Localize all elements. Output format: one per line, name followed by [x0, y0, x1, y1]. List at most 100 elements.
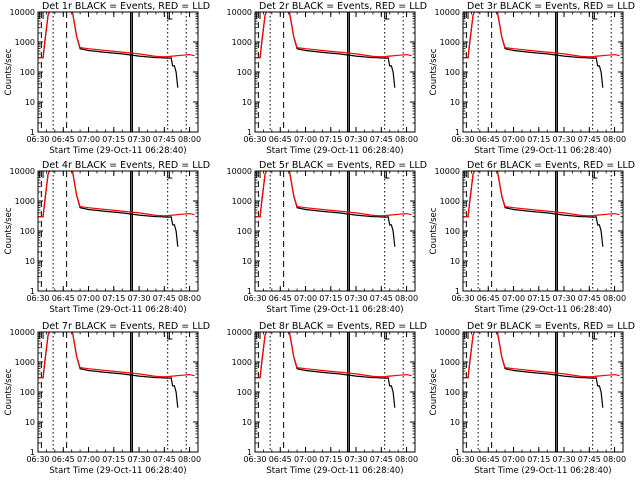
y-tick-label: 1	[455, 128, 460, 137]
x-tick-label: 07:00	[77, 135, 100, 144]
series-line-events	[255, 12, 396, 88]
panel-4: Det 4r BLACK = Events, RED = LLD Start Ti…	[4, 160, 210, 315]
y-tick-label: 1000	[440, 38, 460, 47]
x-tick-label: 07:45	[153, 455, 176, 464]
x-tick-label: 07:30	[553, 455, 576, 464]
plot-area	[255, 171, 412, 247]
y-tick-label: 1000	[232, 358, 252, 367]
x-tick-label: 07:30	[128, 455, 151, 464]
x-tick-label: 07:45	[153, 294, 176, 303]
y-axis-label: Counts/sec	[429, 368, 439, 415]
panel-title: Det 9r BLACK = Events, RED = LLD	[467, 321, 635, 332]
series-line-lld	[255, 12, 412, 59]
x-tick-label: 06:30	[243, 135, 266, 144]
y-tick-label: 1000	[232, 197, 252, 206]
panel-6: Det 6r BLACK = Events, RED = LLD Start Ti…	[429, 160, 635, 315]
y-tick-label: 100	[445, 227, 460, 236]
y-tick-label: 1	[247, 448, 252, 457]
y-tick-label: 10000	[435, 328, 460, 337]
y-tick-label: 1	[247, 128, 252, 137]
x-tick-label: 07:30	[553, 135, 576, 144]
plot-area	[38, 171, 195, 247]
x-tick-label: 07:00	[502, 294, 525, 303]
x-tick-label: 07:15	[319, 455, 342, 464]
panel-5: Det 5r BLACK = Events, RED = LLD Start Ti…	[227, 160, 428, 315]
x-tick-label: 06:45	[269, 135, 292, 144]
y-tick-label: 100	[445, 388, 460, 397]
panel-8: Det 8r BLACK = Events, RED = LLD Start Ti…	[227, 321, 428, 476]
x-tick-label: 06:45	[477, 294, 500, 303]
y-tick-label: 100	[237, 68, 252, 77]
series-line-lld	[38, 332, 195, 379]
plot-area	[255, 12, 412, 88]
x-tick-label: 07:00	[294, 294, 317, 303]
x-tick-label: 08:00	[178, 135, 201, 144]
series-line-events	[38, 171, 179, 247]
series-line-events	[255, 332, 396, 408]
x-axis-label: Start Time (29-Oct-11 06:28:40)	[49, 305, 186, 315]
series-line-events	[38, 332, 179, 408]
x-tick-label: 06:30	[243, 455, 266, 464]
y-axis-label: Counts/sec	[429, 48, 439, 95]
x-tick-label: 07:00	[502, 135, 525, 144]
y-tick-label: 10	[450, 257, 460, 266]
plot-area	[38, 12, 195, 88]
panel-title: Det 5r BLACK = Events, RED = LLD	[259, 160, 427, 171]
x-tick-label: 06:30	[451, 135, 474, 144]
series-line-lld	[255, 171, 412, 218]
x-tick-label: 06:30	[26, 455, 49, 464]
plot-area	[38, 332, 195, 408]
plot-area	[255, 332, 412, 408]
series-line-events	[463, 332, 604, 408]
series-line-lld	[255, 332, 412, 379]
y-tick-label: 10	[25, 98, 35, 107]
x-tick-label: 06:45	[52, 135, 75, 144]
y-tick-label: 10000	[227, 8, 252, 17]
plot-area	[463, 12, 620, 88]
series-line-lld	[463, 171, 620, 218]
y-tick-label: 1	[455, 287, 460, 296]
y-tick-label: 100	[20, 388, 35, 397]
x-axis-label: Start Time (29-Oct-11 06:28:40)	[266, 466, 403, 476]
y-tick-label: 10	[242, 257, 252, 266]
plot-area	[463, 332, 620, 408]
x-axis-label: Start Time (29-Oct-11 06:28:40)	[266, 146, 403, 156]
x-tick-label: 07:45	[578, 294, 601, 303]
y-tick-label: 10	[242, 418, 252, 427]
y-tick-label: 10000	[10, 328, 35, 337]
x-axis-label: Start Time (29-Oct-11 06:28:40)	[474, 305, 611, 315]
plot-frame	[37, 170, 199, 292]
x-tick-label: 07:15	[527, 135, 550, 144]
y-tick-label: 10000	[435, 167, 460, 176]
panel-7: Det 7r BLACK = Events, RED = LLD Start Ti…	[4, 321, 210, 476]
y-axis-label: Counts/sec	[429, 207, 439, 254]
x-tick-label: 07:15	[102, 135, 125, 144]
x-tick-label: 08:00	[395, 135, 418, 144]
x-axis-label: Start Time (29-Oct-11 06:28:40)	[474, 146, 611, 156]
y-tick-label: 1	[247, 287, 252, 296]
y-tick-label: 10	[242, 98, 252, 107]
x-tick-label: 08:00	[395, 294, 418, 303]
x-tick-label: 07:00	[294, 135, 317, 144]
x-tick-label: 06:45	[477, 135, 500, 144]
panel-title: Det 8r BLACK = Events, RED = LLD	[259, 321, 427, 332]
y-tick-label: 100	[237, 388, 252, 397]
x-tick-label: 06:30	[243, 294, 266, 303]
y-tick-label: 10000	[227, 167, 252, 176]
x-tick-label: 06:45	[477, 455, 500, 464]
x-tick-label: 07:00	[502, 455, 525, 464]
y-tick-label: 10	[25, 418, 35, 427]
x-tick-label: 06:45	[269, 294, 292, 303]
x-tick-label: 07:15	[102, 455, 125, 464]
plot-frame	[37, 11, 199, 133]
y-tick-label: 1000	[15, 38, 35, 47]
y-tick-label: 100	[237, 227, 252, 236]
series-line-events	[255, 171, 396, 247]
panel-title: Det 3r BLACK = Events, RED = LLD	[467, 1, 635, 12]
plot-frame	[254, 11, 416, 133]
y-tick-label: 10	[450, 418, 460, 427]
y-tick-label: 1000	[15, 197, 35, 206]
panel-3: Det 3r BLACK = Events, RED = LLD Start Ti…	[429, 1, 635, 156]
x-tick-label: 06:45	[269, 455, 292, 464]
